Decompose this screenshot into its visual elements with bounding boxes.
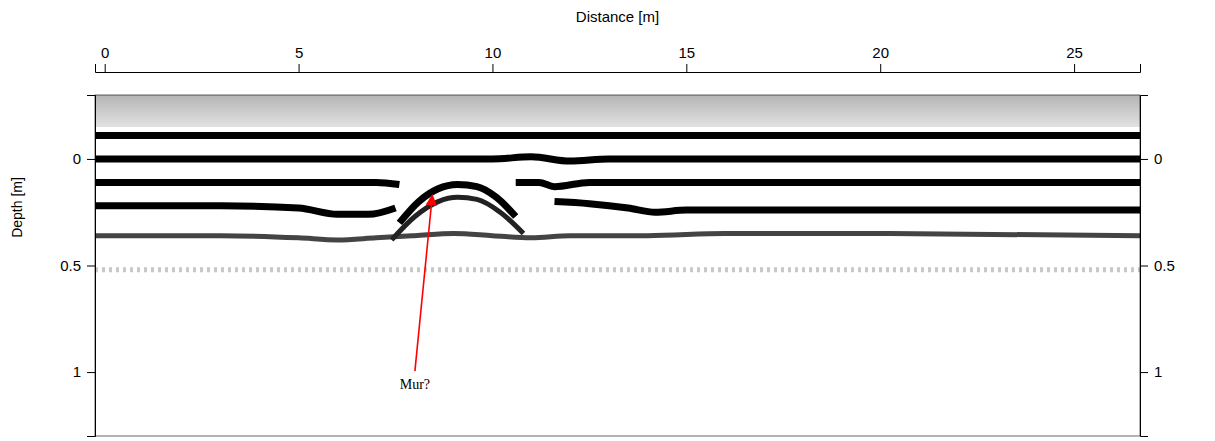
reflector xyxy=(95,157,1140,161)
tick: 0 xyxy=(73,150,95,167)
tick-mark xyxy=(880,64,881,72)
tick-label: 0 xyxy=(101,44,109,61)
tick-mark xyxy=(87,159,95,160)
tick-label: 25 xyxy=(1066,44,1083,61)
tick-label: 5 xyxy=(295,44,303,61)
reflector xyxy=(95,267,1140,272)
tick: 5 xyxy=(295,44,303,72)
tick-label: 1 xyxy=(73,363,81,380)
y-axis-title: Depth [m] xyxy=(9,177,25,238)
tick-mark xyxy=(299,64,300,72)
tick: 0 xyxy=(1140,150,1162,167)
tick: 0.5 xyxy=(1140,257,1175,274)
tick-label: 10 xyxy=(485,44,502,61)
tick: 15 xyxy=(678,44,695,72)
tick-mark xyxy=(87,266,95,267)
axis-line xyxy=(1141,96,1149,437)
x-axis-title: Distance [m] xyxy=(576,8,659,25)
tick: 0.5 xyxy=(60,257,95,274)
tick: 10 xyxy=(485,44,502,72)
y-axis-left: 00.51 xyxy=(60,96,95,437)
axis-line xyxy=(87,96,96,437)
tick-label: 15 xyxy=(678,44,695,61)
plot-marks xyxy=(95,95,1140,270)
y-axis-right: 00.51 xyxy=(1140,96,1175,437)
tick-mark xyxy=(105,64,106,72)
tick-label: 0 xyxy=(73,150,81,167)
annotation-text: Mur? xyxy=(400,377,430,392)
tick-label: 20 xyxy=(872,44,889,61)
reflector xyxy=(392,197,524,240)
chart: 051015202500.5100.51Distance [m]Depth [m… xyxy=(0,0,1215,441)
annotation-arrow xyxy=(415,195,432,371)
x-axis: 0 5 10 15 20 25 xyxy=(96,44,1141,73)
reflector xyxy=(95,182,1140,186)
tick-mark xyxy=(492,64,493,72)
tick-label: 0.5 xyxy=(1154,257,1175,274)
tick: 25 xyxy=(1066,44,1083,72)
axis-line xyxy=(96,64,1141,73)
tick-label: 0.5 xyxy=(60,257,81,274)
tick: 1 xyxy=(73,363,95,380)
reflector xyxy=(95,132,1140,139)
tick: 0 xyxy=(101,44,109,72)
tick-mark xyxy=(1140,159,1148,160)
tick: 1 xyxy=(1140,363,1162,380)
plot-area xyxy=(95,95,1140,436)
tick-mark xyxy=(1074,64,1075,72)
tick-mark xyxy=(87,372,95,373)
air-band xyxy=(95,95,1140,127)
reflector xyxy=(95,202,1140,215)
tick: 20 xyxy=(872,44,889,72)
tick-mark xyxy=(1140,372,1148,373)
tick-label: 0 xyxy=(1154,150,1162,167)
tick-label: 1 xyxy=(1154,363,1162,380)
tick-mark xyxy=(1140,266,1148,267)
tick-mark xyxy=(686,64,687,72)
plot-frame xyxy=(95,95,1140,436)
reflector xyxy=(95,234,1140,240)
